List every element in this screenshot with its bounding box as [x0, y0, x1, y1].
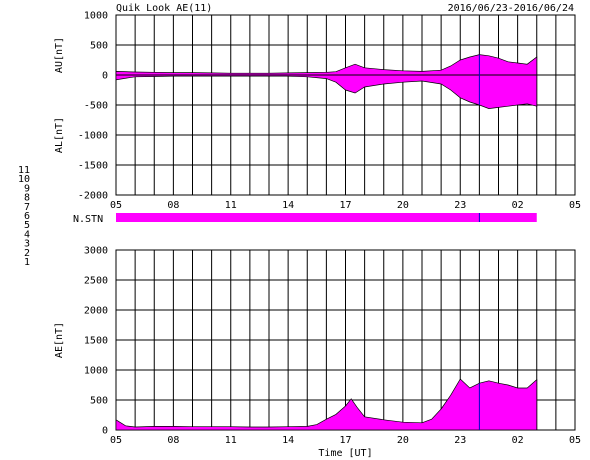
- legend-station-4: 4: [24, 229, 30, 240]
- y-tick-label: 0: [102, 426, 108, 437]
- x-tick-label: 11: [225, 200, 237, 211]
- legend-station-8: 8: [24, 193, 30, 204]
- x-tick-label: 02: [512, 435, 524, 446]
- x-tick-label: 20: [397, 435, 409, 446]
- legend-station-5: 5: [24, 220, 30, 231]
- y-tick-label: 2000: [84, 306, 108, 317]
- y-tick-label: 500: [90, 396, 108, 407]
- legend-station-6: 6: [24, 211, 30, 222]
- y-tick-label: 500: [90, 41, 108, 52]
- x-tick-label: 14: [282, 200, 294, 211]
- x-tick-label: 08: [167, 435, 179, 446]
- x-tick-label: 08: [167, 200, 179, 211]
- legend-station-2: 2: [24, 248, 30, 259]
- y-tick-label: 0: [102, 71, 108, 82]
- chart-title: Quik Look AE(11): [116, 3, 212, 14]
- y-tick-label: -2000: [78, 191, 108, 202]
- date-range: 2016/06/23-2016/06/24: [448, 3, 574, 14]
- y-axis-label-ae: AE[nT]: [54, 322, 65, 358]
- x-tick-label: 11: [225, 435, 237, 446]
- x-tick-label: 17: [339, 200, 351, 211]
- x-tick-label: 05: [569, 435, 581, 446]
- x-tick-label: 02: [512, 200, 524, 211]
- au-al-area: [115, 54, 538, 109]
- legend-station-10: 10: [18, 174, 30, 185]
- ae-panel: 3000 2500 2000 1500 1000 500 0 AE[nT] 05 08 11 14 17…: [54, 246, 581, 460]
- y-tick-label: -1500: [78, 161, 108, 172]
- y-tick-label: 1000: [84, 11, 108, 22]
- x-tick-label: 05: [110, 200, 122, 211]
- x-tick-label: 23: [454, 435, 466, 446]
- x-axis-label: Time [UT]: [318, 448, 372, 459]
- x-tick-label: 17: [339, 435, 351, 446]
- station-count-panel: N.STN: [73, 213, 537, 225]
- y-tick-label: 1500: [84, 336, 108, 347]
- legend-station-7: 7: [24, 202, 30, 213]
- station-bar-label: N.STN: [73, 214, 103, 225]
- ae-area: [115, 378, 538, 431]
- au-al-panel: 1000 500 0 -500 -1000 -1500 -2000 AU[nT] AL[nT] 0…: [54, 11, 581, 212]
- y-tick-label: -500: [84, 101, 108, 112]
- x-tick-label: 05: [110, 435, 122, 446]
- x-tick-label: 14: [282, 435, 294, 446]
- x-tick-label: 20: [397, 200, 409, 211]
- y-axis-label-au: AU[nT]: [54, 37, 65, 73]
- legend-station-9: 9: [24, 183, 30, 194]
- legend-station-3: 3: [24, 239, 30, 250]
- y-tick-label: -1000: [78, 131, 108, 142]
- legend-station-11: 11: [18, 165, 30, 176]
- y-tick-label: 3000: [84, 246, 108, 257]
- y-tick-label: 2500: [84, 276, 108, 287]
- station-bar: [116, 213, 537, 222]
- x-tick-label: 23: [454, 200, 466, 211]
- x-tick-label: 05: [569, 200, 581, 211]
- y-axis-label-al: AL[nT]: [54, 117, 65, 153]
- legend-station-1: 1: [24, 257, 30, 268]
- y-tick-label: 1000: [84, 366, 108, 377]
